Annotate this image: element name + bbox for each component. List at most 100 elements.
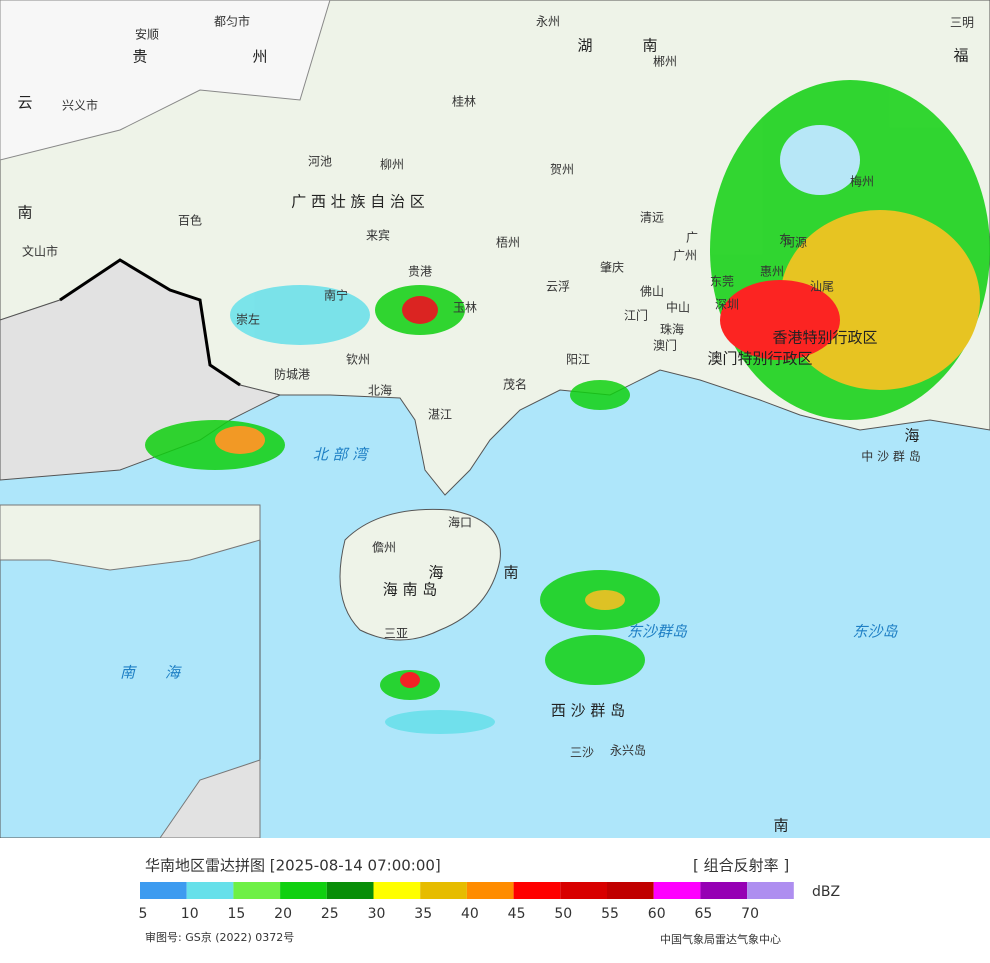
place-label: 阳江	[566, 353, 590, 367]
legend-tick-label: 15	[227, 906, 245, 922]
border	[59, 258, 241, 387]
map: 南 海 贵州安顺都匀市云 兴义市南文山市湖 南永州郴州桂林河池 柳州百色广 西 壮 族…	[0, 0, 990, 839]
place-label: 百色	[178, 214, 202, 228]
place-label: 福	[953, 47, 968, 65]
unit: dBZ	[812, 884, 840, 900]
hainan	[339, 508, 501, 641]
place-label: 东沙群岛	[627, 623, 688, 641]
legend-swatch	[700, 882, 748, 899]
place-label: 澳门	[653, 338, 677, 353]
legend-swatch	[420, 882, 467, 899]
place-label: 儋州	[372, 541, 396, 555]
place-label: 广	[686, 231, 698, 245]
place-label: 广 西 壮 族 自 治 区	[291, 193, 425, 211]
legend-swatch	[140, 882, 187, 899]
legend-swatch	[373, 882, 421, 899]
labels: 贵州安顺都匀市云 兴义市南文山市湖 南永州郴州桂林河池 柳州百色广 西 壮 族 自 治…	[17, 14, 974, 835]
place-label: 郴州	[653, 55, 677, 69]
approval: 审图号: GS京 (2022) 0372号	[145, 930, 294, 944]
province	[0, 0, 331, 161]
place-label: 文山市	[22, 244, 58, 259]
place-label: 清远	[640, 211, 664, 225]
inset-label: 海	[165, 664, 182, 682]
place-label: 惠州	[760, 265, 784, 279]
inset-label: 南	[120, 664, 137, 682]
place-label: 海 南 岛	[383, 581, 438, 599]
legend-swatch	[466, 882, 514, 899]
place-label: 澳门特别行政区	[707, 350, 812, 368]
legend-tick-label: 45	[508, 906, 526, 922]
place-label: 崇左	[236, 312, 260, 327]
legend-swatch	[280, 882, 327, 899]
inset-map: 南 海	[0, 504, 261, 839]
place-label: 肇庆	[600, 260, 624, 275]
place-label: 钦州	[346, 353, 370, 367]
legend-tick-label: 20	[274, 906, 292, 922]
legend-tick-label: 35	[414, 906, 432, 922]
place-label: 香港特别行政区	[772, 329, 877, 347]
place-label: 三沙	[570, 746, 594, 760]
place-label: 湛江	[428, 408, 452, 422]
place-label: 西 沙 群 岛	[551, 702, 625, 720]
place-label: 海口	[448, 515, 472, 530]
legend-tick-label: 60	[648, 906, 666, 922]
place-label: 兴义市	[62, 98, 98, 113]
legend-swatch	[513, 882, 561, 899]
place-label: 来宾	[366, 228, 390, 243]
place-label: 安顺	[135, 27, 159, 42]
place-label: 南	[773, 817, 788, 835]
place-label: 中山	[666, 300, 690, 315]
product: [ 组合反射率 ]	[693, 857, 789, 875]
place-label: 海	[904, 427, 919, 445]
place-label: 广州	[673, 249, 697, 263]
place-label: 贵港	[408, 265, 432, 279]
radar-echo	[145, 80, 990, 734]
legend-tick-label: 5	[139, 906, 148, 922]
place-label: 三亚	[384, 627, 408, 641]
legend-tick-label: 65	[694, 906, 712, 922]
place-label: 汕尾	[810, 280, 834, 294]
place-label: 东	[779, 233, 791, 247]
place-label: 贵	[132, 48, 147, 66]
place-label: 玉林	[453, 301, 477, 315]
place-label: 州	[252, 48, 267, 66]
legend: 5 10 15 20 25 30 35 40 45 50 55 60 65 70	[139, 882, 794, 922]
place-label: 佛山	[640, 285, 664, 299]
legend-tick-label: 25	[321, 906, 339, 922]
place-label: 东沙岛	[852, 623, 898, 641]
place-label: 北海	[368, 383, 392, 398]
place-label: 南	[642, 37, 657, 55]
place-label: 三明	[950, 16, 974, 30]
legend-tick-label: 30	[368, 906, 386, 922]
place-label: 南宁	[324, 288, 348, 303]
place-label: 云	[17, 94, 32, 112]
place-label: 南	[503, 564, 518, 582]
place-label: 北 部 湾	[313, 446, 371, 464]
place-label: 南	[17, 204, 32, 222]
place-label: 湖	[577, 37, 592, 55]
title: 华南地区雷达拼图 [2025-08-14 07:00:00]	[145, 857, 441, 875]
place-label: 东莞	[710, 275, 734, 289]
legend-tick-label: 10	[181, 906, 199, 922]
legend-swatch	[747, 882, 794, 899]
legend-tick-label: 40	[461, 906, 479, 922]
legend-swatch	[326, 882, 374, 899]
legend-tick-label: 55	[601, 906, 619, 922]
place-label: 海	[428, 564, 443, 582]
legend-swatch	[560, 882, 607, 899]
place-label: 珠海	[660, 322, 684, 337]
place-label: 河池	[308, 155, 332, 169]
place-label: 柳州	[380, 158, 404, 172]
agency: 中国气象局雷达气象中心	[660, 932, 781, 946]
place-label: 桂林	[452, 94, 476, 109]
place-label: 梧州	[496, 235, 520, 250]
place-label: 永州	[536, 15, 560, 29]
place-label: 云浮	[546, 280, 570, 294]
place-label: 中 沙 群 岛	[861, 449, 920, 464]
place-label: 江门	[624, 308, 648, 323]
place-label: 茂名	[503, 377, 527, 392]
legend-swatch	[186, 882, 234, 899]
place-label: 梅州	[850, 174, 874, 189]
